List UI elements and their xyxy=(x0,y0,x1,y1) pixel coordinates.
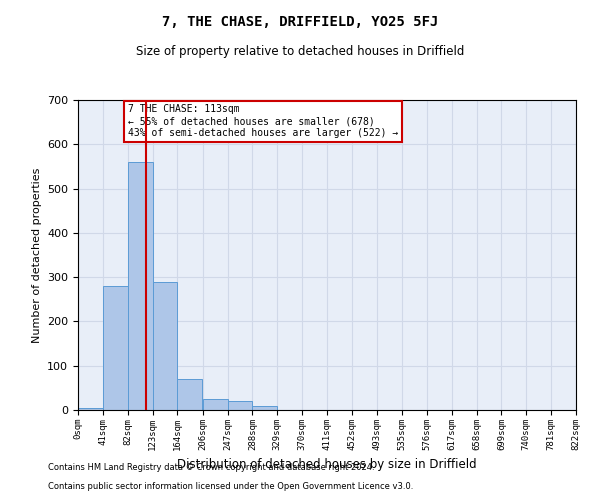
Bar xyxy=(227,401,253,410)
Bar xyxy=(203,399,227,410)
Bar xyxy=(253,406,277,410)
Text: 7, THE CHASE, DRIFFIELD, YO25 5FJ: 7, THE CHASE, DRIFFIELD, YO25 5FJ xyxy=(162,15,438,29)
X-axis label: Distribution of detached houses by size in Driffield: Distribution of detached houses by size … xyxy=(177,458,477,471)
Text: Size of property relative to detached houses in Driffield: Size of property relative to detached ho… xyxy=(136,45,464,58)
Y-axis label: Number of detached properties: Number of detached properties xyxy=(32,168,41,342)
Bar xyxy=(152,282,178,410)
Bar xyxy=(103,286,128,410)
Text: Contains public sector information licensed under the Open Government Licence v3: Contains public sector information licen… xyxy=(48,482,413,491)
Bar xyxy=(78,408,103,410)
Text: 7 THE CHASE: 113sqm
← 55% of detached houses are smaller (678)
43% of semi-detac: 7 THE CHASE: 113sqm ← 55% of detached ho… xyxy=(128,104,398,138)
Text: Contains HM Land Registry data © Crown copyright and database right 2024.: Contains HM Land Registry data © Crown c… xyxy=(48,464,374,472)
Bar xyxy=(178,379,202,410)
Bar xyxy=(128,162,152,410)
